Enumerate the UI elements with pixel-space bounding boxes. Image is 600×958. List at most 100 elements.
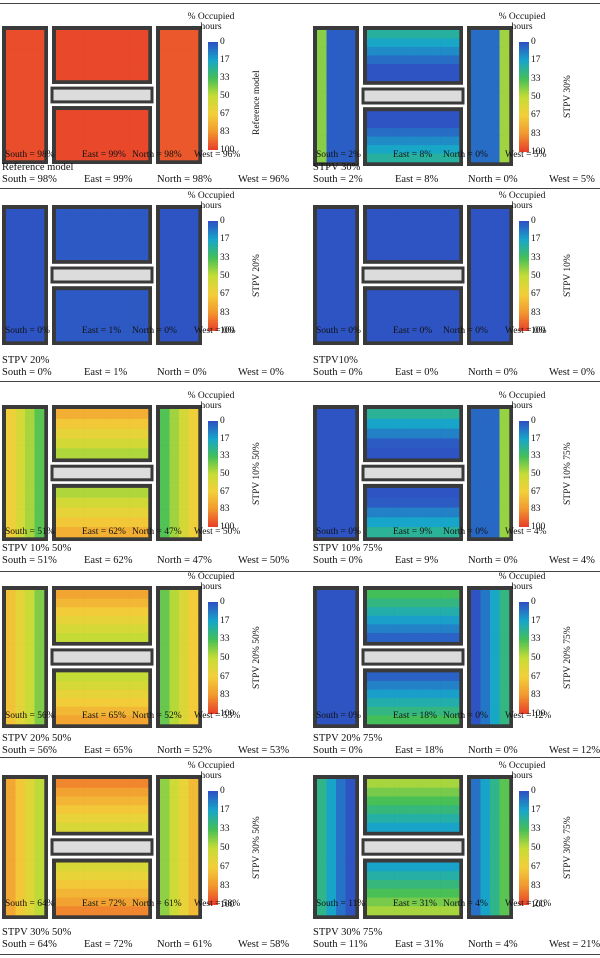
heatmap-cell: [471, 418, 481, 428]
heatmap-cell: [129, 438, 140, 449]
colorbar-segment: [519, 653, 529, 657]
colorbar-segment: [208, 147, 218, 150]
heatmap-cell: [169, 788, 180, 798]
heatmap-cell: [317, 473, 327, 483]
heatmap-cell: [422, 590, 432, 599]
colorbar-segment: [519, 613, 529, 616]
colorbar-segment: [519, 501, 529, 505]
heatmap-cell: [480, 253, 491, 263]
colorbar-segment: [519, 662, 529, 666]
heatmap-cell: [188, 297, 199, 307]
heatmap-cell: [111, 307, 121, 316]
heatmap-cell: [413, 409, 423, 420]
heatmap-cell: [490, 314, 500, 324]
heatmap-cell: [403, 590, 414, 599]
heatmap-cell: [25, 67, 35, 77]
colorbar-segment: [208, 457, 218, 460]
heatmap-cell: [34, 878, 45, 889]
colorbar-segment: [208, 324, 218, 328]
heatmap-cell: [431, 290, 441, 299]
heatmap-cell: [376, 507, 386, 518]
heatmap-cell: [345, 253, 356, 263]
colorbar-segment: [208, 461, 218, 464]
colorbar-segment: [208, 486, 218, 490]
colorbar-segment: [519, 490, 529, 494]
heatmap-cell: [83, 418, 94, 429]
heatmap-cell: [499, 842, 510, 852]
heatmap-cell: [120, 497, 130, 508]
colorbar-segment: [519, 229, 529, 233]
heatmap-cell: [376, 111, 386, 120]
heatmap-cell: [336, 509, 346, 520]
zone-south: [313, 775, 359, 919]
heatmap-cell: [440, 153, 451, 163]
heatmap-cell: [336, 436, 346, 446]
heatmap-cell: [92, 110, 103, 119]
colorbar-segment: [519, 123, 529, 127]
heatmap-cell: [499, 643, 510, 653]
colorbar-segment: [208, 698, 218, 702]
heatmap-cell: [499, 500, 510, 510]
heatmap-cell: [179, 896, 189, 907]
heatmap-cell: [394, 624, 405, 634]
heatmap-cell: [394, 136, 405, 146]
heatmap-cell: [34, 842, 45, 852]
colorbar-segment: [519, 66, 529, 69]
heatmap-cell: [394, 507, 405, 518]
caption-west: West = 50%: [238, 555, 290, 566]
heatmap-cell: [317, 590, 327, 600]
colorbar-segment: [519, 868, 529, 872]
colorbar-segment: [519, 138, 529, 142]
heatmap-cell: [431, 590, 441, 599]
heatmap-cell: [102, 298, 112, 308]
colorbar-segment: [208, 311, 218, 314]
colorbar-segment: [208, 488, 218, 492]
heatmap-cell: [6, 95, 16, 105]
heatmap-cell: [65, 418, 75, 429]
heatmap-cell: [6, 323, 16, 333]
heatmap-cell: [490, 288, 500, 298]
heatmap-cell: [56, 54, 66, 64]
heatmap-cell: [317, 270, 327, 280]
heatmap-cell: [471, 91, 481, 101]
heatmap-cell: [490, 454, 500, 465]
heatmap-cell: [317, 82, 327, 92]
heatmap-cell: [367, 315, 377, 325]
heatmap-cell: [160, 860, 170, 870]
heatmap-cell: [376, 136, 386, 146]
heatmap-cell: [129, 135, 140, 144]
caption-title: STPV 30% 50%: [2, 927, 72, 938]
heatmap-cell: [422, 136, 432, 146]
heatmap-cell: [179, 473, 189, 483]
heatmap-cell: [471, 209, 481, 219]
heatmap-cell: [102, 46, 112, 56]
heatmap-cell: [34, 905, 45, 916]
heatmap-cell: [34, 598, 45, 609]
legend-title: % Occupied hours: [487, 761, 557, 781]
legend-title-line2: hours: [511, 401, 533, 411]
heatmap-cell: [102, 672, 112, 682]
colorbar-segment: [208, 843, 218, 847]
heatmap-cell: [376, 880, 386, 890]
heatmap-cell: [449, 487, 460, 499]
heatmap-cell: [102, 151, 112, 161]
heatmap-cell: [499, 244, 510, 254]
zone-west: [467, 405, 513, 541]
colorbar-segment: [519, 651, 529, 655]
heatmap-cell: [6, 454, 16, 465]
heatmap-cell: [376, 796, 386, 806]
colorbar-segment: [208, 141, 218, 145]
heatmap-cell: [449, 46, 460, 56]
colorbar-segment: [208, 143, 218, 147]
heatmap-cell: [480, 590, 491, 600]
heatmap-cell: [345, 332, 356, 342]
heatmap-cell: [188, 634, 199, 644]
colorbar-segment: [519, 646, 529, 650]
heatmap-cell: [422, 38, 432, 48]
heatmap-cell: [440, 438, 451, 449]
heatmap-cell: [169, 436, 180, 446]
colorbar-segment: [519, 306, 529, 310]
heatmap-cell: [179, 454, 189, 465]
heatmap-cell: [138, 332, 149, 342]
heatmap-cell: [336, 670, 346, 680]
